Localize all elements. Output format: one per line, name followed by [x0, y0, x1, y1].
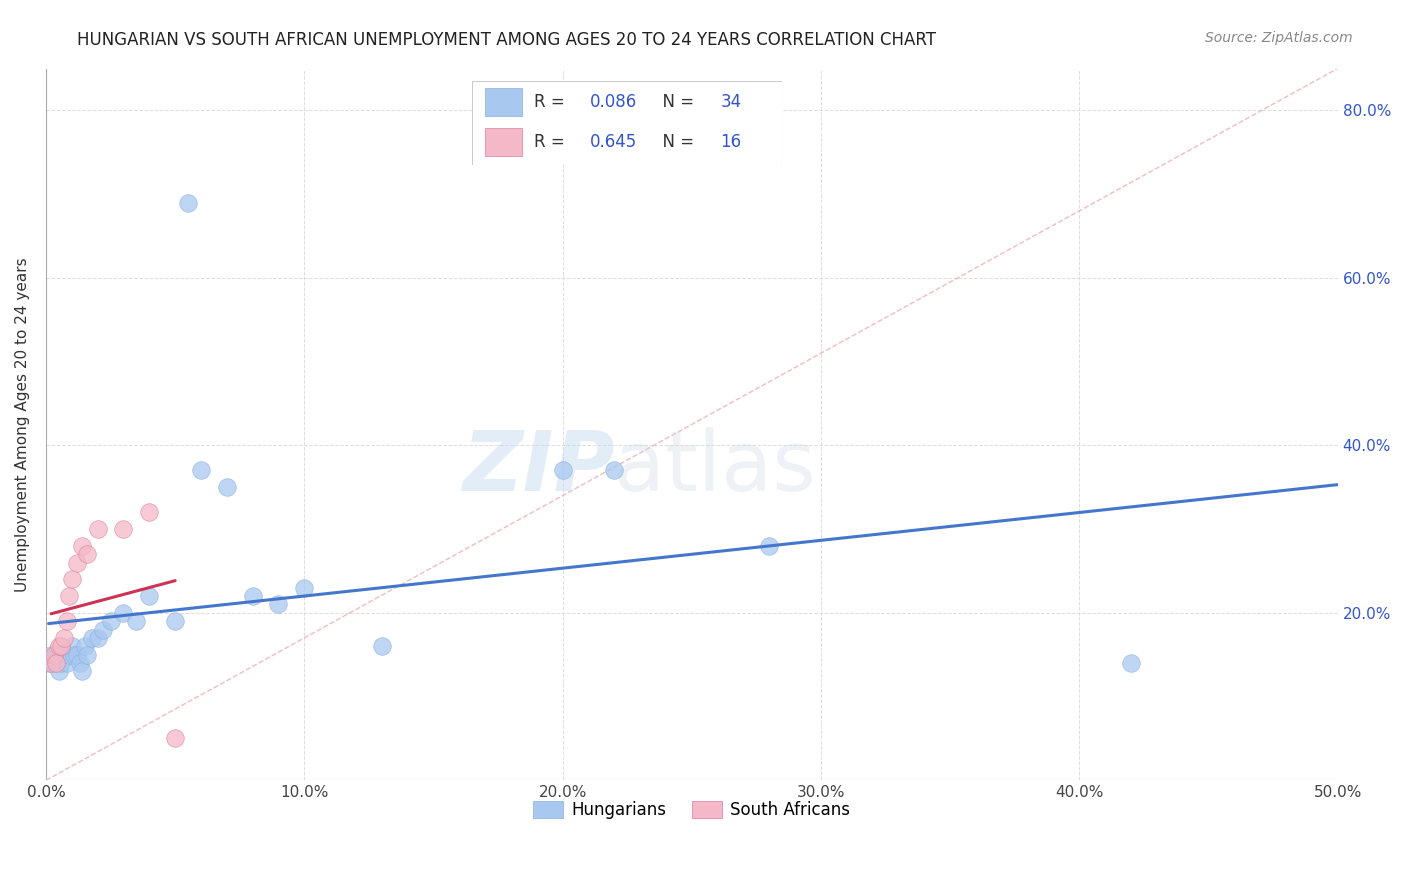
Point: [242, 589, 264, 603]
Point: [51, 656, 73, 670]
Point: [38, 656, 60, 670]
Text: Source: ZipAtlas.com: Source: ZipAtlas.com: [1205, 31, 1353, 45]
Point: [603, 463, 626, 477]
Text: ZIP: ZIP: [461, 426, 614, 508]
Point: [53, 631, 76, 645]
Point: [76, 648, 98, 662]
Y-axis label: Unemployment Among Ages 20 to 24 years: Unemployment Among Ages 20 to 24 years: [15, 257, 30, 591]
Point: [45, 648, 67, 662]
Point: [371, 640, 394, 654]
Text: atlas: atlas: [614, 426, 815, 508]
Point: [39, 656, 62, 670]
Point: [138, 589, 160, 603]
Point: [39, 648, 62, 662]
Point: [86, 522, 108, 536]
Point: [165, 731, 187, 746]
Point: [138, 505, 160, 519]
Point: [55, 614, 77, 628]
Point: [60, 640, 83, 654]
Point: [1119, 656, 1142, 670]
Point: [73, 640, 96, 654]
Point: [53, 648, 76, 662]
Point: [69, 656, 91, 670]
Point: [165, 614, 187, 628]
Point: [112, 606, 135, 620]
Point: [86, 631, 108, 645]
Point: [58, 648, 80, 662]
Point: [70, 665, 93, 679]
Point: [267, 598, 290, 612]
Point: [125, 614, 148, 628]
Point: [177, 195, 200, 210]
Point: [215, 480, 238, 494]
Point: [48, 640, 70, 654]
Point: [100, 614, 122, 628]
Point: [76, 547, 98, 561]
Point: [66, 648, 89, 662]
Point: [60, 572, 83, 586]
Point: [758, 539, 780, 553]
Legend: Hungarians, South Africans: Hungarians, South Africans: [527, 794, 856, 825]
Point: [63, 648, 86, 662]
Text: HUNGARIAN VS SOUTH AFRICAN UNEMPLOYMENT AMONG AGES 20 TO 24 YEARS CORRELATION CH: HUNGARIAN VS SOUTH AFRICAN UNEMPLOYMENT …: [77, 31, 936, 49]
Point: [55, 656, 77, 670]
Point: [58, 589, 80, 603]
Point: [66, 556, 89, 570]
Point: [82, 631, 104, 645]
Point: [91, 623, 114, 637]
Point: [42, 656, 65, 670]
Point: [112, 522, 135, 536]
Point: [70, 539, 93, 553]
Point: [190, 463, 212, 477]
Point: [48, 665, 70, 679]
Point: [292, 581, 315, 595]
Point: [551, 463, 574, 477]
Point: [45, 656, 67, 670]
Point: [51, 640, 73, 654]
Point: [42, 648, 65, 662]
